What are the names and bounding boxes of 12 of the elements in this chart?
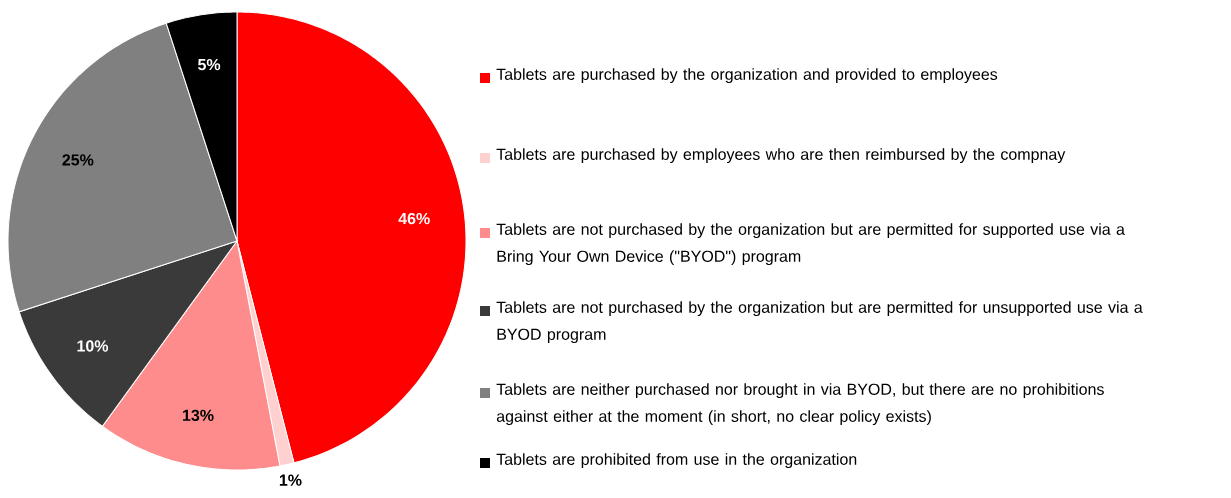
data-label: 1% [279, 474, 302, 486]
data-label: 46% [398, 212, 430, 225]
legend-label: Tablets are not purchased by the organization but are permitted for unsupported use via a BYOD program [496, 301, 1143, 344]
legend-label: Tablets are purchased by the organization and provided to employees [496, 68, 998, 84]
data-label: 13% [183, 409, 214, 421]
data-label: 10% [77, 340, 109, 352]
data-label: 5% [197, 58, 221, 71]
legend-label: Tablets are not purchased by the organization but are permitted for supported use via a Bring Your Own Device ("BYOD") program [496, 223, 1125, 266]
legend-label: Tablets are neither purchased nor brought in via BYOD, but there are no prohibitions against either at the moment (in short, no clear policy exists) [496, 383, 1104, 426]
data-label: 25% [62, 154, 94, 166]
legend-label: Tablets are prohibited from use in the organization [496, 453, 857, 469]
legend-label: Tablets are purchased by employees who are then reimbursed by the compnay [496, 148, 1066, 164]
